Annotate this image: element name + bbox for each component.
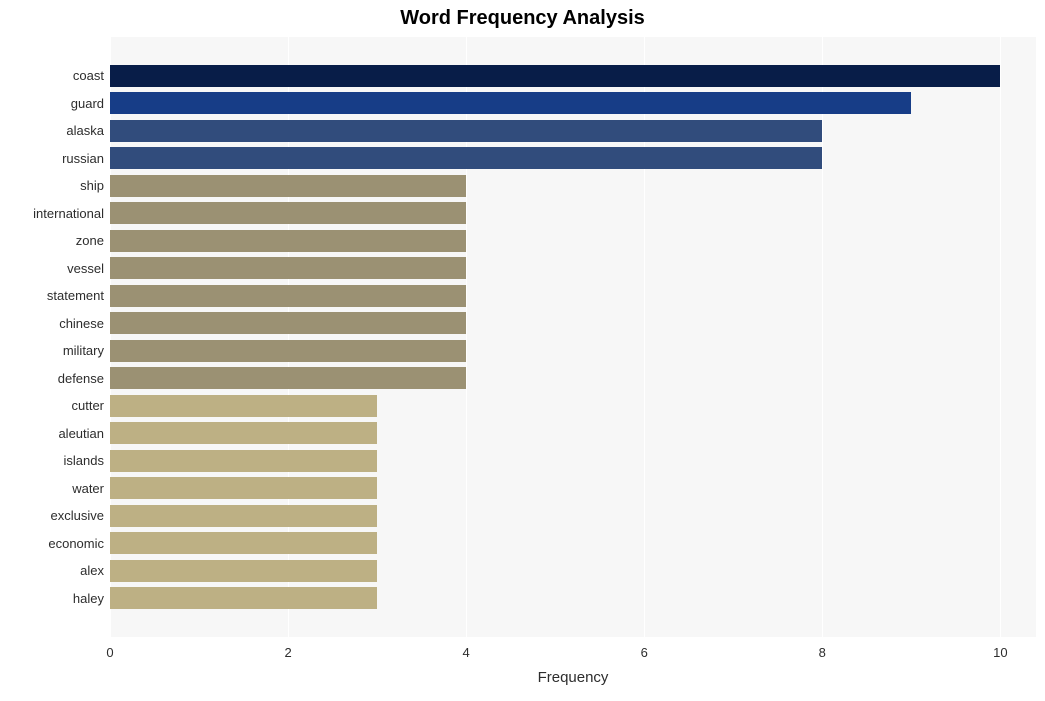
- bar-row: [110, 475, 1036, 503]
- y-tick-label: defense: [0, 364, 110, 392]
- bar-row: [110, 117, 1036, 145]
- bar: [110, 175, 466, 197]
- y-tick-label: chinese: [0, 309, 110, 337]
- y-tick-label: international: [0, 199, 110, 227]
- bar-row: [110, 309, 1036, 337]
- bar: [110, 532, 377, 554]
- bar: [110, 120, 822, 142]
- x-tick-label: 2: [284, 645, 291, 660]
- bar-row: [110, 447, 1036, 475]
- bar: [110, 367, 466, 389]
- bar: [110, 312, 466, 334]
- bar: [110, 560, 377, 582]
- bar: [110, 257, 466, 279]
- bar-row: [110, 419, 1036, 447]
- y-tick-label: coast: [0, 62, 110, 90]
- y-tick-label: guard: [0, 89, 110, 117]
- bar-row: [110, 144, 1036, 172]
- bar: [110, 395, 377, 417]
- bar: [110, 505, 377, 527]
- x-tick-label: 6: [641, 645, 648, 660]
- bar: [110, 92, 911, 114]
- bar-row: [110, 392, 1036, 420]
- bar-row: [110, 89, 1036, 117]
- bar: [110, 450, 377, 472]
- bar-row: [110, 282, 1036, 310]
- x-tick-label: 4: [463, 645, 470, 660]
- bar: [110, 587, 377, 609]
- bar: [110, 422, 377, 444]
- chart-container: Word Frequency Analysis coastguardalaska…: [0, 0, 1045, 701]
- y-axis-labels: coastguardalaskarussianshipinternational…: [0, 62, 110, 612]
- y-tick-label: economic: [0, 530, 110, 558]
- y-tick-label: ship: [0, 172, 110, 200]
- bar-row: [110, 254, 1036, 282]
- bar-row: [110, 585, 1036, 613]
- bar: [110, 65, 1000, 87]
- x-tick-label: 10: [993, 645, 1007, 660]
- x-axis-label: Frequency: [538, 669, 609, 686]
- chart-title: Word Frequency Analysis: [0, 7, 1045, 30]
- plot-area: [110, 37, 1036, 637]
- y-tick-label: water: [0, 475, 110, 503]
- bar: [110, 202, 466, 224]
- x-axis: 0246810: [110, 645, 1036, 665]
- y-tick-label: islands: [0, 447, 110, 475]
- y-tick-label: military: [0, 337, 110, 365]
- bar-row: [110, 557, 1036, 585]
- bar-row: [110, 62, 1036, 90]
- bar-row: [110, 227, 1036, 255]
- y-tick-label: cutter: [0, 392, 110, 420]
- y-tick-label: russian: [0, 144, 110, 172]
- y-tick-label: zone: [0, 227, 110, 255]
- y-tick-label: alex: [0, 557, 110, 585]
- bar-row: [110, 502, 1036, 530]
- bar: [110, 285, 466, 307]
- bar: [110, 147, 822, 169]
- y-tick-label: aleutian: [0, 419, 110, 447]
- bar-row: [110, 530, 1036, 558]
- bar-row: [110, 364, 1036, 392]
- bar-row: [110, 337, 1036, 365]
- bar: [110, 477, 377, 499]
- y-tick-label: haley: [0, 585, 110, 613]
- bar: [110, 340, 466, 362]
- x-tick-label: 0: [106, 645, 113, 660]
- bar: [110, 230, 466, 252]
- y-tick-label: exclusive: [0, 502, 110, 530]
- bar-row: [110, 199, 1036, 227]
- y-tick-label: alaska: [0, 117, 110, 145]
- bars-group: [110, 62, 1036, 612]
- bar-row: [110, 172, 1036, 200]
- y-tick-label: vessel: [0, 254, 110, 282]
- x-tick-label: 8: [819, 645, 826, 660]
- y-tick-label: statement: [0, 282, 110, 310]
